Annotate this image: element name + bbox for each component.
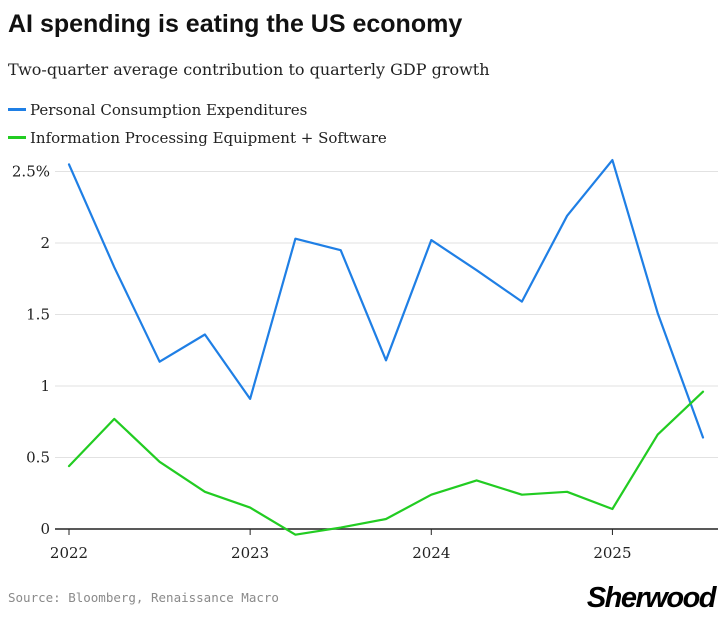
legend-label-ipe: Information Processing Equipment + Softw… <box>30 129 387 147</box>
sherwood-logo: Sherwood <box>586 582 717 614</box>
y-tick-label: 0.5 <box>26 449 50 467</box>
y-tick-label: 2.5% <box>12 163 50 181</box>
x-tick-label: 2023 <box>231 544 269 562</box>
x-tick-label: 2025 <box>593 544 631 562</box>
series-line-ipe <box>67 390 705 536</box>
y-tick-label: 0 <box>40 520 50 538</box>
chart-title: AI spending is eating the US economy <box>8 10 463 38</box>
x-tick-label: 2024 <box>412 544 450 562</box>
legend-label-pce: Personal Consumption Expenditures <box>30 101 308 119</box>
y-tick-label: 1.5 <box>26 306 50 324</box>
legend-swatch-pce <box>8 107 26 111</box>
y-tick-label: 2 <box>40 234 50 252</box>
y-tick-label: 1 <box>40 377 50 395</box>
x-tick-label: 2022 <box>50 544 88 562</box>
line-chart: 0 0.5 1 1.5 2 2.5% 2022 2023 2024 2025 <box>12 159 718 562</box>
legend: Personal Consumption Expenditures Inform… <box>8 96 708 152</box>
legend-item-ipe: Information Processing Equipment + Softw… <box>8 124 387 152</box>
chart-subtitle: Two-quarter average contribution to quar… <box>8 60 490 79</box>
series-line-pce <box>67 159 705 439</box>
legend-swatch-ipe <box>8 135 26 139</box>
legend-item-pce: Personal Consumption Expenditures <box>8 96 307 124</box>
source-note: Source: Bloomberg, Renaissance Macro <box>8 590 279 605</box>
